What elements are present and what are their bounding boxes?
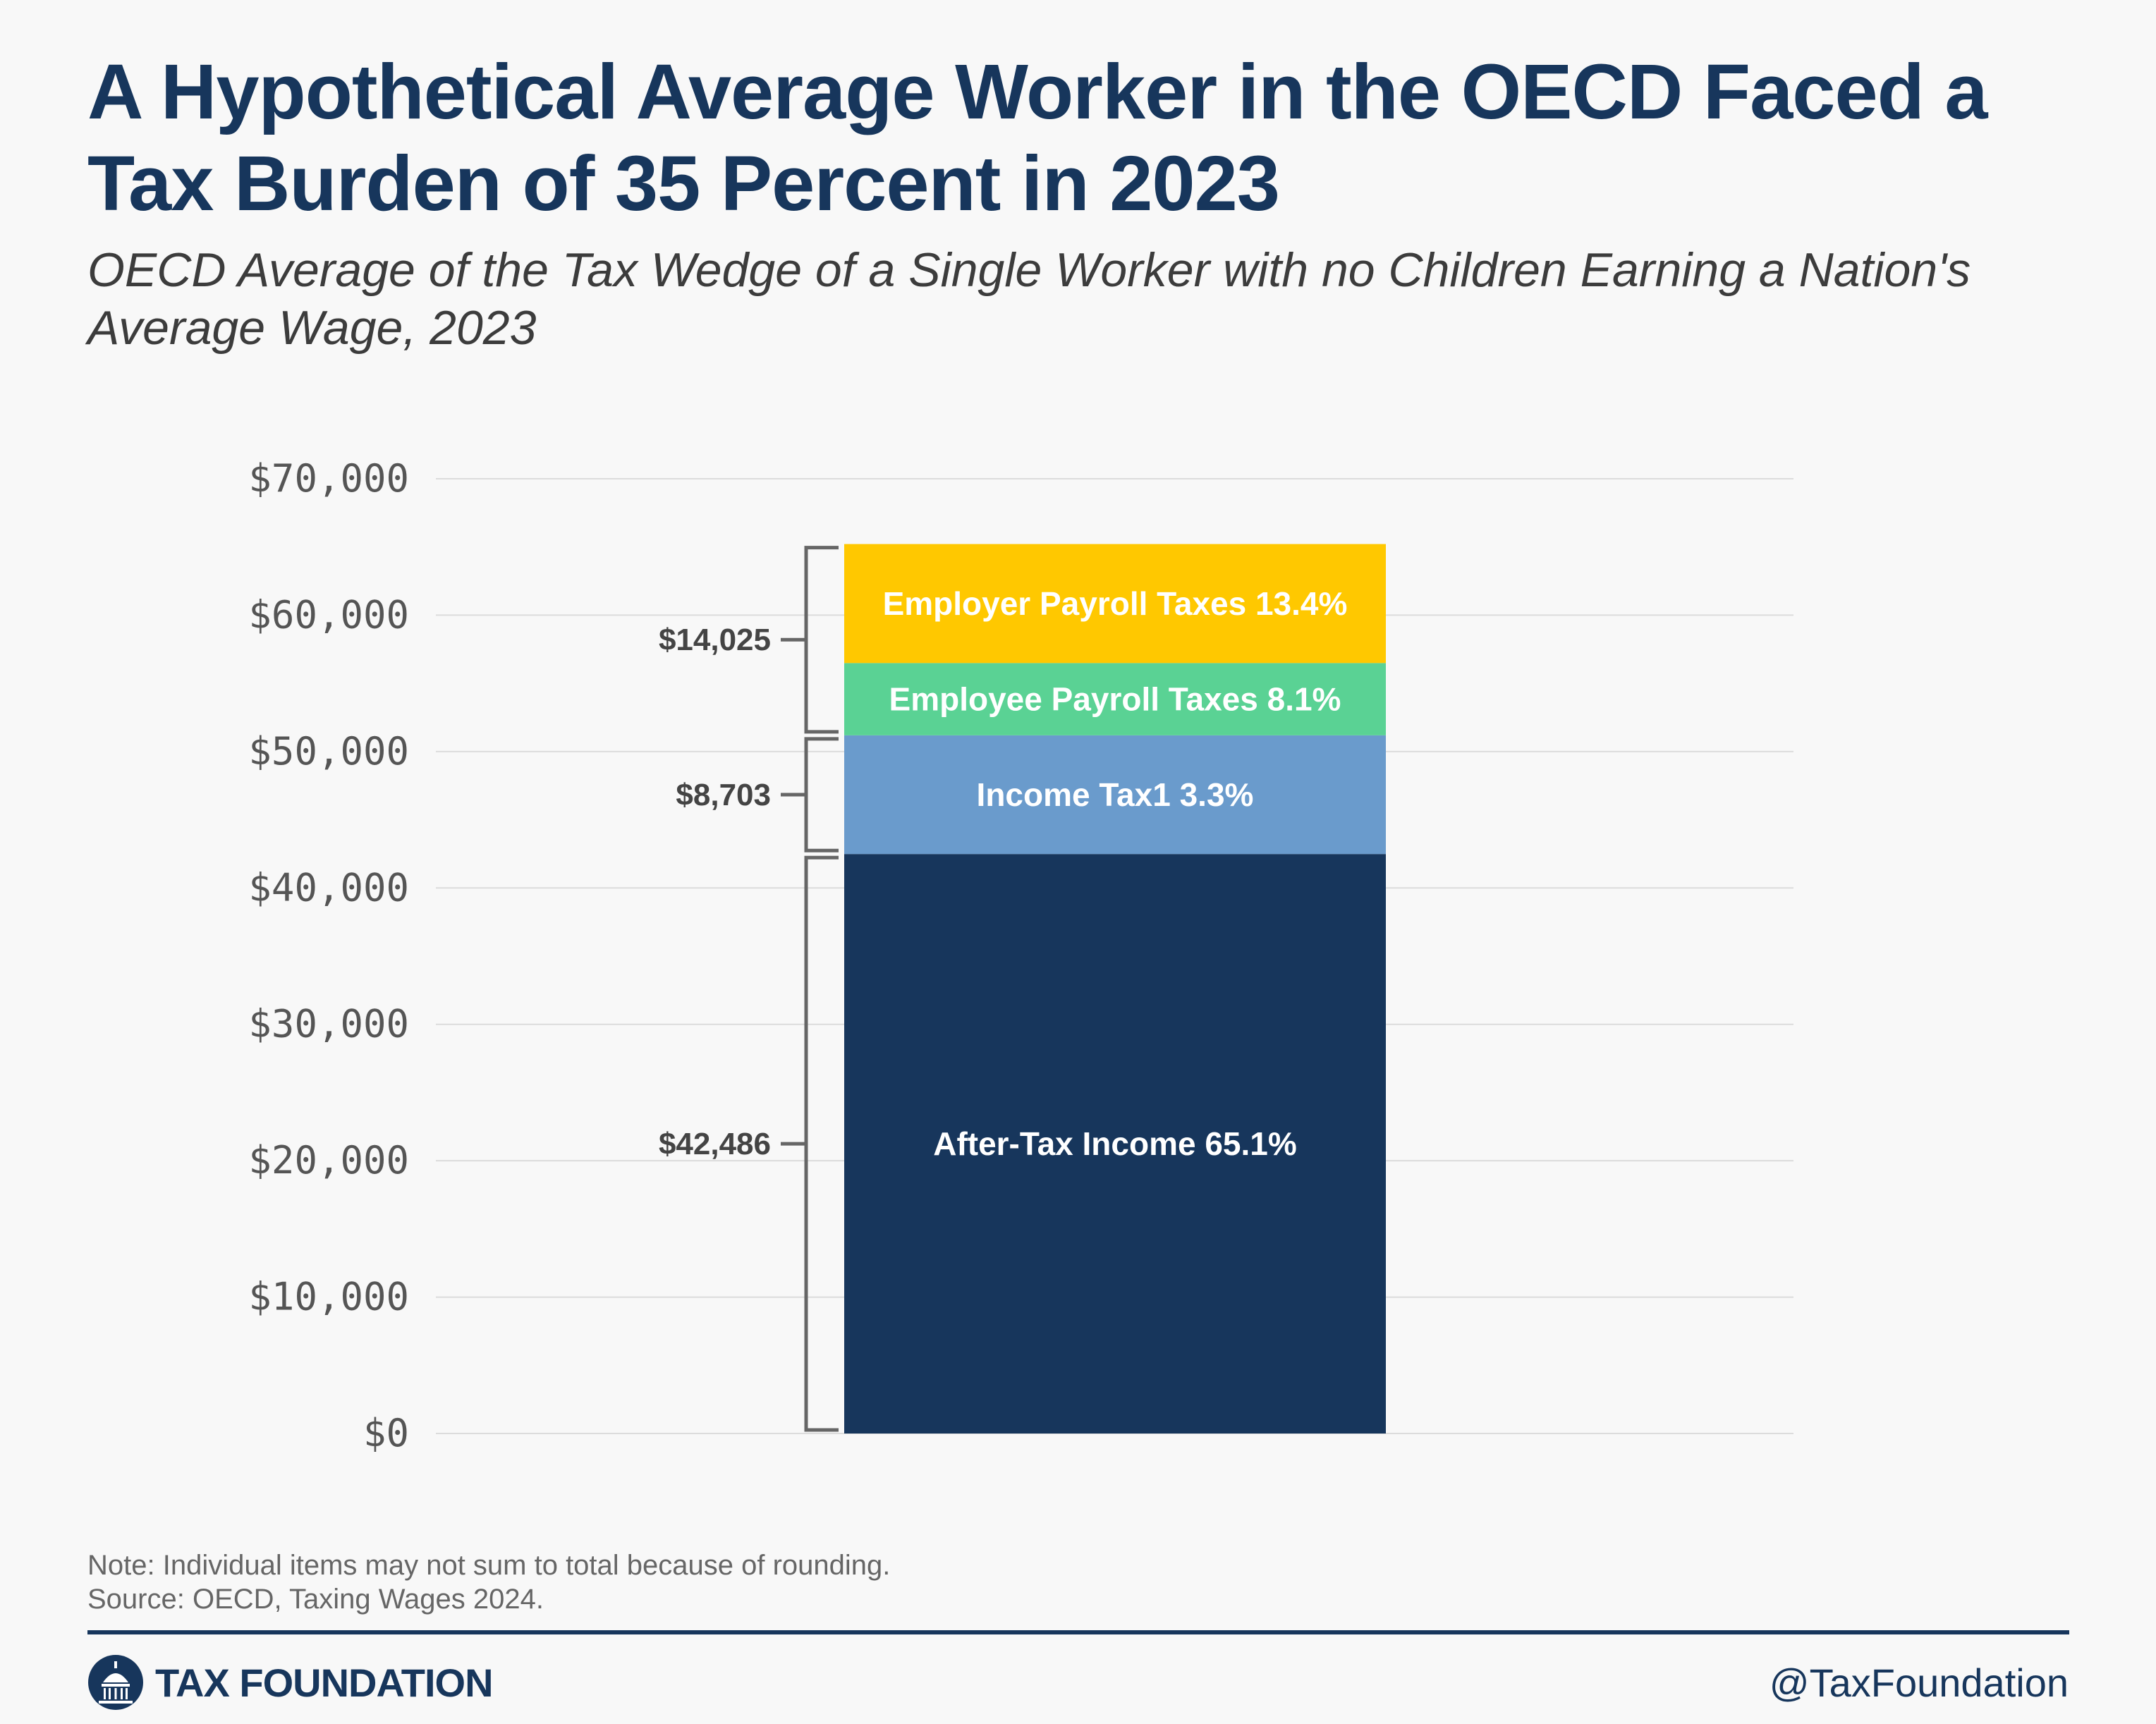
y-tick-label: $30,000 (248, 1002, 409, 1046)
bracket-label: $8,703 (676, 778, 771, 812)
y-tick-label: $50,000 (248, 729, 409, 774)
segment-label: Employee Payroll Taxes 8.1% (889, 681, 1341, 718)
bar-segment (844, 663, 1386, 735)
y-tick-label: $10,000 (248, 1275, 409, 1319)
social-handle[interactable]: @TaxFoundation (1769, 1660, 2069, 1705)
note-text: Note: Individual items may not sum to to… (87, 1550, 891, 1581)
y-tick-label: $0 (363, 1411, 409, 1455)
bar-segment (844, 735, 1386, 855)
segment-label: After-Tax Income 65.1% (933, 1125, 1297, 1162)
bracket (804, 737, 839, 852)
bracket-label: $14,025 (659, 623, 771, 657)
capitol-dome-icon (88, 1655, 143, 1710)
chart-title: A Hypothetical Average Worker in the OEC… (87, 49, 1988, 227)
y-tick-label: $40,000 (248, 865, 409, 910)
y-tick-label: $20,000 (248, 1138, 409, 1182)
footer-rule (87, 1630, 2069, 1634)
y-tick-label: $60,000 (248, 592, 409, 637)
brand-name: TAX FOUNDATION (155, 1660, 494, 1705)
source-text: Source: OECD, Taxing Wages 2024. (87, 1584, 544, 1615)
segment-label: Employer Payroll Taxes 13.4% (883, 585, 1348, 622)
footnotes: Note: Individual items may not sum to to… (87, 1548, 890, 1616)
y-tick-label: $70,000 (248, 456, 409, 501)
bar-segment (844, 544, 1386, 664)
bracket (804, 546, 839, 734)
bracket-label: $42,486 (659, 1127, 771, 1161)
chart-subtitle: OECD Average of the Tax Wedge of a Singl… (87, 243, 1971, 355)
segment-label: Income Tax1 3.3% (977, 776, 1254, 813)
bracket (804, 855, 839, 1432)
brand-lockup: TAX FOUNDATION (87, 1649, 494, 1716)
stacked-bar-chart: $0 $10,000 $20,000 $30,000 $40,000 $50,000 $60… (248, 456, 1793, 1455)
bar-segment (844, 854, 1386, 1433)
